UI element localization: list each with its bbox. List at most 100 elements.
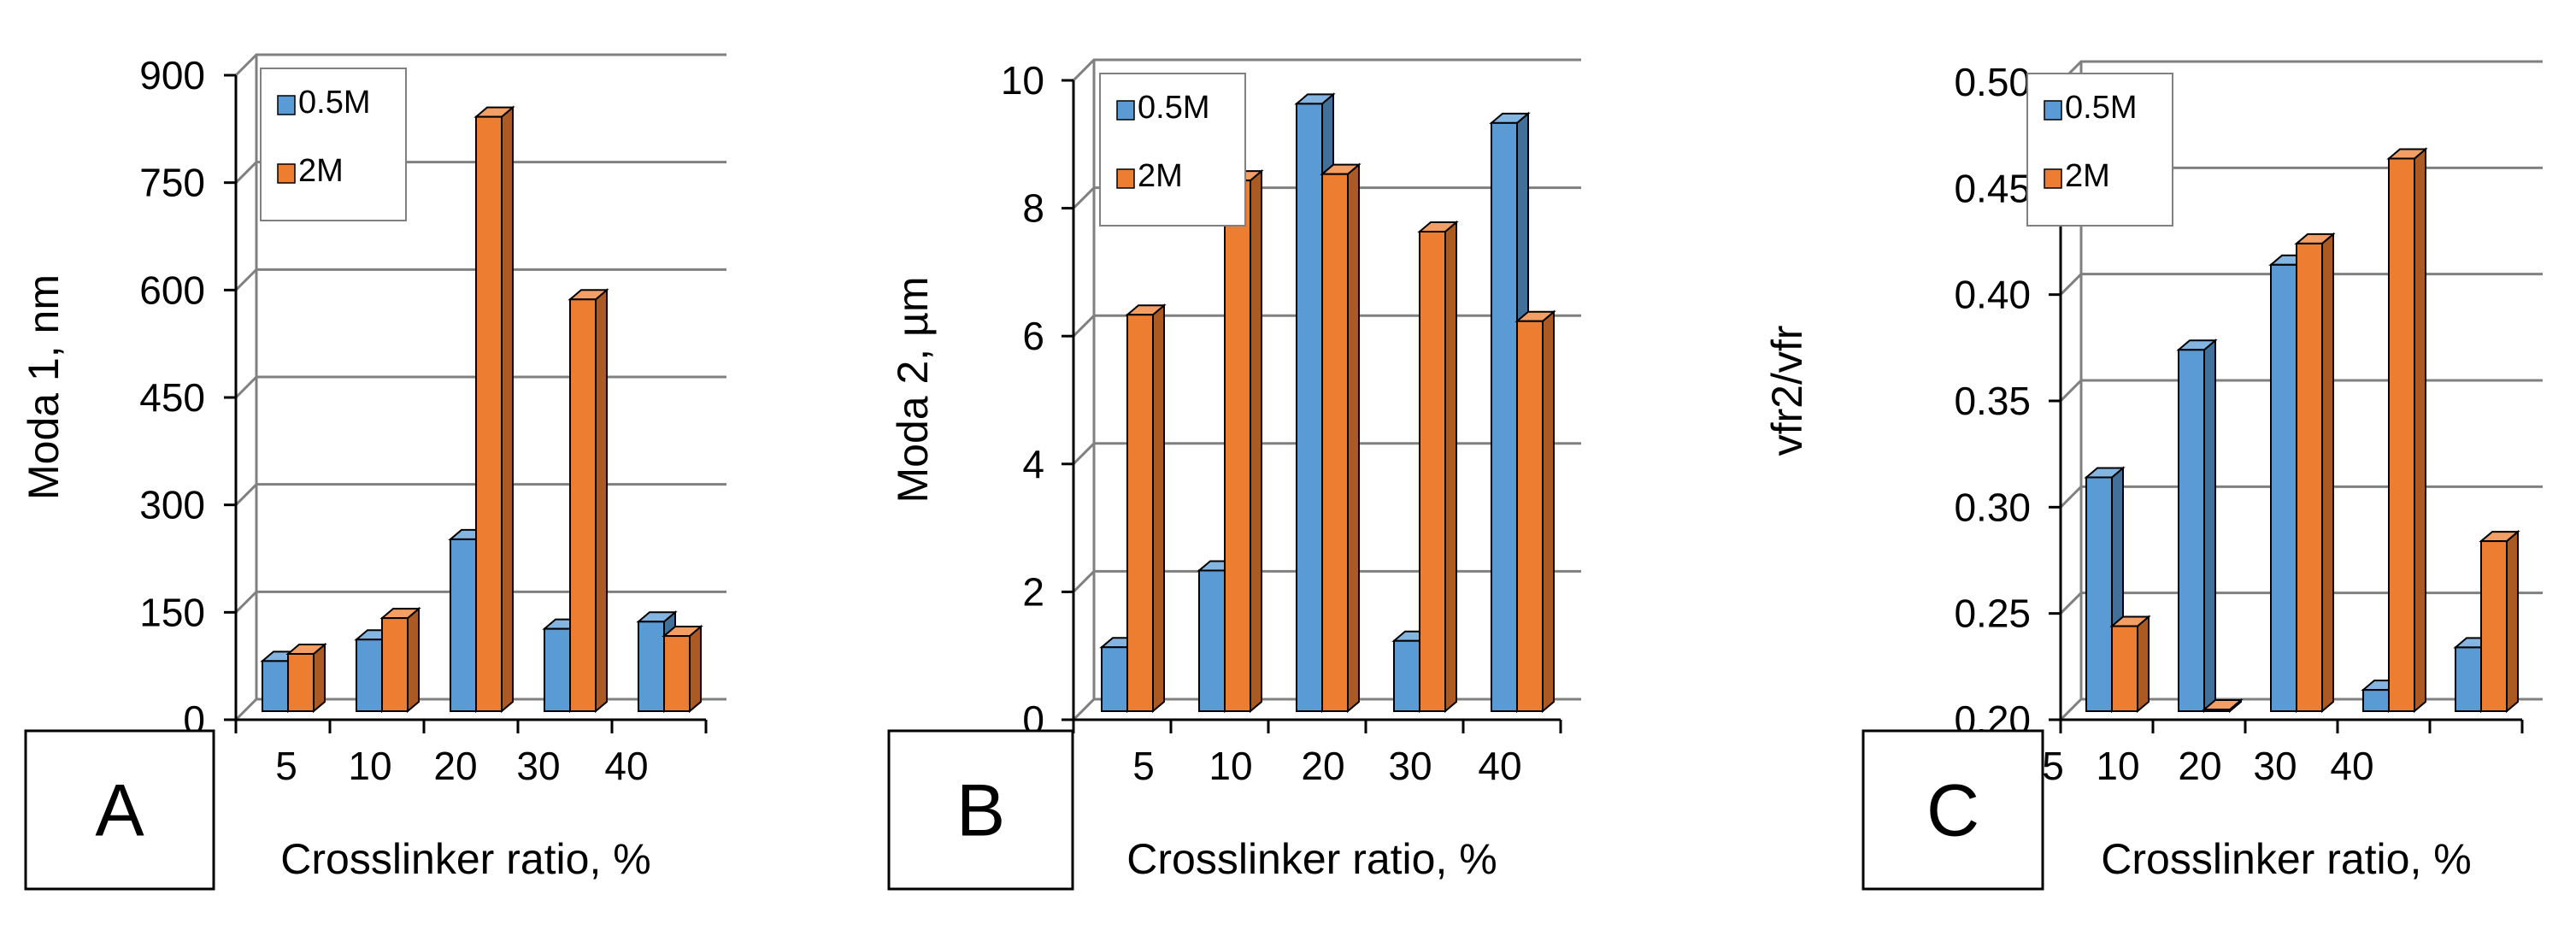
bar-2M-5 [2109, 615, 2151, 714]
legend-label: 0.5M [2065, 90, 2137, 126]
bar-2M-10 [2202, 698, 2244, 714]
panel-label: A [95, 770, 144, 852]
bar-front [638, 621, 665, 712]
y-tick-label: 900 [139, 53, 205, 97]
x-tick-label: 30 [2253, 744, 2297, 788]
bar-front [1126, 314, 1154, 712]
y-tick-label: 300 [139, 483, 205, 527]
bar-front [2362, 689, 2390, 713]
bar-2M-10 [379, 606, 421, 714]
bar-front [1224, 180, 1251, 713]
legend: 0.5M 2M [2026, 73, 2173, 227]
y-axis-title: Moda 2, µm [889, 276, 937, 503]
legend: 0.5M 2M [1099, 73, 1246, 227]
x-tick-label: 20 [1301, 744, 1344, 788]
bar-side [2506, 529, 2519, 714]
legend-label: 0.5M [298, 85, 370, 121]
legend-box [260, 68, 407, 221]
bar-2M-30 [2386, 147, 2428, 714]
panel-label-box [887, 729, 1074, 891]
bar-side [2137, 615, 2150, 714]
bar-front [2388, 157, 2415, 712]
bar-2M-20 [1320, 162, 1362, 714]
y-tick-label: 0.40 [1954, 273, 2031, 317]
y-tick-label: 6 [1022, 314, 1044, 358]
y-tick-label: 450 [139, 375, 205, 420]
bar-front [2296, 242, 2323, 712]
legend-label: 2M [2065, 158, 2110, 194]
bar-2M-40 [662, 624, 703, 714]
y-tick-label: 2 [1022, 569, 1044, 614]
legend-box [2026, 73, 2173, 227]
bar-side [1152, 303, 1165, 714]
bar-front [1321, 173, 1349, 712]
bar-2M-20 [473, 105, 515, 714]
legend-swatch [2044, 168, 2062, 189]
bar-front [2480, 540, 2508, 712]
x-tick-label: 5 [275, 744, 297, 788]
bar-front [1491, 121, 1518, 712]
x-tick-label: 30 [516, 744, 560, 788]
bar-side [1250, 169, 1262, 714]
x-tick-label: 5 [2042, 744, 2064, 788]
x-tick-label: 30 [1388, 744, 1432, 788]
legend-box [1099, 73, 1246, 227]
legend-swatch [1116, 168, 1135, 189]
bar-0.5M-40 [2453, 636, 2495, 714]
bar-side [2414, 147, 2426, 714]
x-tick-label: 40 [2330, 744, 2373, 788]
legend-swatch [277, 95, 296, 115]
bar-side [1444, 220, 1457, 714]
panel-label-box [24, 729, 215, 891]
bar-side [407, 606, 420, 714]
bar-side [2203, 338, 2216, 714]
x-tick-label: 40 [1478, 744, 1521, 788]
y-tick-label: 10 [1001, 58, 1044, 103]
x-tick-label: 5 [1132, 744, 1155, 788]
legend: 0.5M 2M [260, 68, 407, 221]
x-tick-label: 10 [1209, 744, 1252, 788]
x-tick-label: 10 [348, 744, 391, 788]
y-tick-label: 8 [1022, 186, 1044, 231]
bar-front [2111, 625, 2138, 712]
bar-front [2270, 263, 2297, 712]
legend-label: 2M [1138, 158, 1183, 194]
y-tick-label: 0.35 [1954, 379, 2031, 423]
legend-label: 0.5M [1138, 90, 1209, 126]
bar-2M-40 [1514, 309, 1556, 714]
bar-front [1198, 569, 1226, 712]
x-axis-title: Crosslinker ratio, % [280, 835, 650, 883]
y-tick-label: 600 [139, 268, 205, 312]
bar-2M-5 [1125, 303, 1167, 714]
bar-front [475, 115, 503, 712]
panel-label: C [1926, 770, 1979, 852]
bar-front [663, 635, 691, 712]
bar-front [2085, 476, 2113, 712]
panel-label: B [956, 770, 1005, 852]
y-tick-label: 0.30 [1954, 485, 2031, 529]
bar-front [381, 617, 409, 712]
bar-side [1542, 309, 1555, 714]
bar-side [313, 642, 326, 714]
panel-label-box [1861, 729, 2044, 891]
y-axis-title: vfr2/vfr [1763, 326, 1811, 456]
bar-side [595, 288, 608, 714]
bar-0.5M-10 [2176, 338, 2218, 714]
y-tick-label: 750 [139, 161, 205, 205]
x-tick-label: 20 [2178, 744, 2221, 788]
x-tick-label: 40 [604, 744, 648, 788]
bar-2M-5 [285, 642, 327, 714]
legend-label: 2M [298, 153, 344, 189]
chart-panel-C: 0.200.250.300.350.400.450.505 10 20 30 40vfr… [1763, 60, 2543, 891]
x-tick-label: 10 [2096, 744, 2139, 788]
bar-2M-40 [2479, 529, 2520, 714]
bar-2M-30 [1417, 220, 1459, 714]
legend-swatch [2044, 100, 2062, 121]
bar-front [544, 627, 571, 713]
bar-side [2321, 232, 2334, 714]
x-axis-title: Crosslinker ratio, % [1126, 835, 1497, 883]
y-tick-label: 0.25 [1954, 592, 2031, 636]
